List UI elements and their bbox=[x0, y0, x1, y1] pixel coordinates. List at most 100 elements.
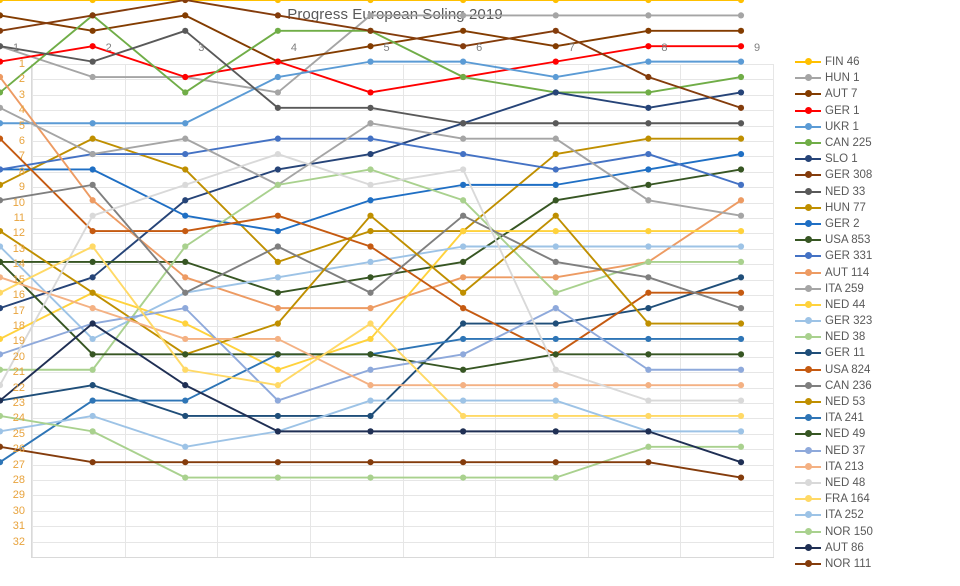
data-point[interactable] bbox=[645, 12, 652, 19]
data-point[interactable] bbox=[737, 27, 745, 34]
data-point[interactable] bbox=[737, 73, 745, 81]
data-point[interactable] bbox=[552, 382, 559, 389]
data-point[interactable] bbox=[274, 0, 281, 4]
data-point[interactable] bbox=[367, 289, 374, 296]
data-point[interactable] bbox=[460, 58, 467, 65]
data-point[interactable] bbox=[645, 428, 652, 435]
data-point[interactable] bbox=[89, 459, 96, 466]
data-point[interactable] bbox=[737, 181, 745, 188]
data-point[interactable] bbox=[460, 0, 467, 4]
data-point[interactable] bbox=[274, 459, 281, 466]
data-point[interactable] bbox=[552, 366, 559, 373]
data-point[interactable] bbox=[274, 335, 281, 343]
data-point[interactable] bbox=[89, 243, 96, 250]
data-point[interactable] bbox=[645, 366, 652, 373]
data-point[interactable] bbox=[552, 197, 559, 204]
legend-item[interactable]: GER 2 bbox=[795, 216, 955, 232]
data-point[interactable] bbox=[737, 474, 745, 481]
legend-item[interactable]: HUN 77 bbox=[795, 200, 955, 216]
data-point[interactable] bbox=[367, 305, 374, 312]
data-point[interactable] bbox=[367, 412, 374, 420]
data-point[interactable] bbox=[89, 58, 96, 65]
data-point[interactable] bbox=[274, 243, 281, 250]
data-point[interactable] bbox=[737, 335, 745, 343]
data-point[interactable] bbox=[367, 366, 374, 373]
data-point[interactable] bbox=[460, 212, 467, 219]
data-point[interactable] bbox=[0, 89, 4, 96]
data-point[interactable] bbox=[0, 397, 4, 404]
data-point[interactable] bbox=[460, 27, 467, 34]
data-point[interactable] bbox=[460, 73, 467, 81]
data-point[interactable] bbox=[274, 274, 281, 281]
data-point[interactable] bbox=[0, 382, 4, 389]
data-point[interactable] bbox=[182, 305, 189, 312]
data-point[interactable] bbox=[552, 428, 559, 435]
data-point[interactable] bbox=[645, 135, 652, 142]
data-point[interactable] bbox=[552, 12, 559, 19]
data-point[interactable] bbox=[737, 289, 745, 296]
data-point[interactable] bbox=[89, 0, 96, 4]
legend-item[interactable]: ITA 252 bbox=[795, 507, 955, 523]
data-point[interactable] bbox=[89, 166, 96, 173]
data-point[interactable] bbox=[460, 12, 467, 19]
data-point[interactable] bbox=[460, 150, 467, 158]
data-point[interactable] bbox=[367, 227, 374, 235]
data-point[interactable] bbox=[460, 135, 467, 142]
data-point[interactable] bbox=[645, 243, 652, 250]
data-point[interactable] bbox=[460, 274, 467, 281]
data-point[interactable] bbox=[0, 366, 4, 373]
data-point[interactable] bbox=[0, 459, 4, 466]
data-point[interactable] bbox=[367, 474, 374, 481]
data-point[interactable] bbox=[460, 197, 467, 204]
data-point[interactable] bbox=[645, 320, 652, 327]
data-point[interactable] bbox=[552, 150, 559, 158]
legend-item[interactable]: NED 37 bbox=[795, 443, 955, 459]
legend-item[interactable]: USA 853 bbox=[795, 232, 955, 248]
legend-item[interactable]: GER 323 bbox=[795, 313, 955, 329]
data-point[interactable] bbox=[274, 428, 281, 435]
legend-item[interactable]: GER 331 bbox=[795, 248, 955, 264]
data-point[interactable] bbox=[460, 335, 467, 343]
legend-item[interactable]: CAN 236 bbox=[795, 378, 955, 394]
data-point[interactable] bbox=[89, 227, 96, 235]
legend-item[interactable]: AUT 7 bbox=[795, 86, 955, 102]
data-point[interactable] bbox=[552, 243, 559, 250]
data-point[interactable] bbox=[645, 351, 652, 358]
data-point[interactable] bbox=[89, 197, 96, 204]
data-point[interactable] bbox=[0, 243, 4, 250]
data-point[interactable] bbox=[460, 305, 467, 312]
data-point[interactable] bbox=[89, 135, 96, 142]
data-point[interactable] bbox=[0, 12, 4, 19]
data-point[interactable] bbox=[737, 150, 745, 158]
data-point[interactable] bbox=[274, 150, 281, 158]
data-point[interactable] bbox=[89, 27, 96, 34]
data-point[interactable] bbox=[274, 27, 281, 34]
data-point[interactable] bbox=[367, 150, 374, 158]
data-point[interactable] bbox=[552, 43, 559, 50]
data-point[interactable] bbox=[182, 0, 189, 4]
data-point[interactable] bbox=[552, 58, 559, 65]
data-point[interactable] bbox=[645, 166, 652, 173]
data-point[interactable] bbox=[0, 428, 4, 435]
legend-item[interactable]: SLO 1 bbox=[795, 151, 955, 167]
data-point[interactable] bbox=[182, 89, 189, 96]
data-point[interactable] bbox=[460, 43, 467, 50]
data-point[interactable] bbox=[367, 212, 374, 219]
data-point[interactable] bbox=[367, 166, 374, 173]
data-point[interactable] bbox=[182, 412, 189, 420]
data-point[interactable] bbox=[182, 227, 189, 235]
data-point[interactable] bbox=[182, 166, 189, 173]
data-point[interactable] bbox=[367, 12, 374, 19]
data-point[interactable] bbox=[552, 412, 559, 420]
data-point[interactable] bbox=[460, 227, 467, 235]
data-point[interactable] bbox=[89, 212, 96, 219]
legend-item[interactable]: USA 824 bbox=[795, 362, 955, 378]
data-point[interactable] bbox=[552, 181, 559, 188]
data-point[interactable] bbox=[182, 382, 189, 389]
data-point[interactable] bbox=[552, 227, 559, 235]
legend-item[interactable]: AUT 114 bbox=[795, 264, 955, 280]
data-point[interactable] bbox=[367, 258, 374, 266]
data-point[interactable] bbox=[367, 104, 374, 111]
data-point[interactable] bbox=[89, 12, 96, 19]
data-point[interactable] bbox=[0, 443, 4, 450]
